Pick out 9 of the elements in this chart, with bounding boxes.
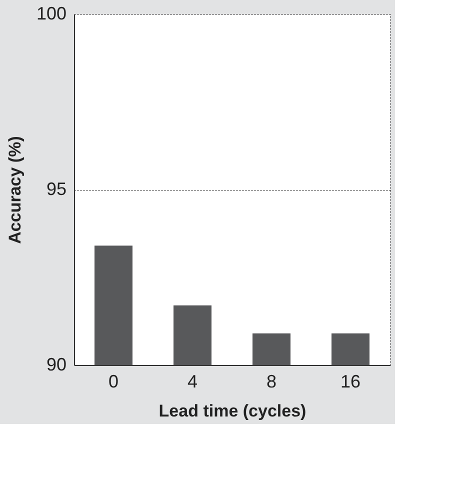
y-axis-title: Accuracy (%) — [5, 136, 24, 244]
x-tick-label: 8 — [266, 372, 277, 392]
y-tick-label: 100 — [36, 4, 66, 24]
y-tick-label: 90 — [46, 354, 66, 374]
x-tick-label: 0 — [108, 372, 119, 392]
x-axis-title: Lead time (cycles) — [158, 402, 306, 420]
x-tick-label: 4 — [187, 372, 198, 392]
x-tick-label: 16 — [340, 372, 361, 392]
y-tick-label: 95 — [46, 179, 66, 199]
